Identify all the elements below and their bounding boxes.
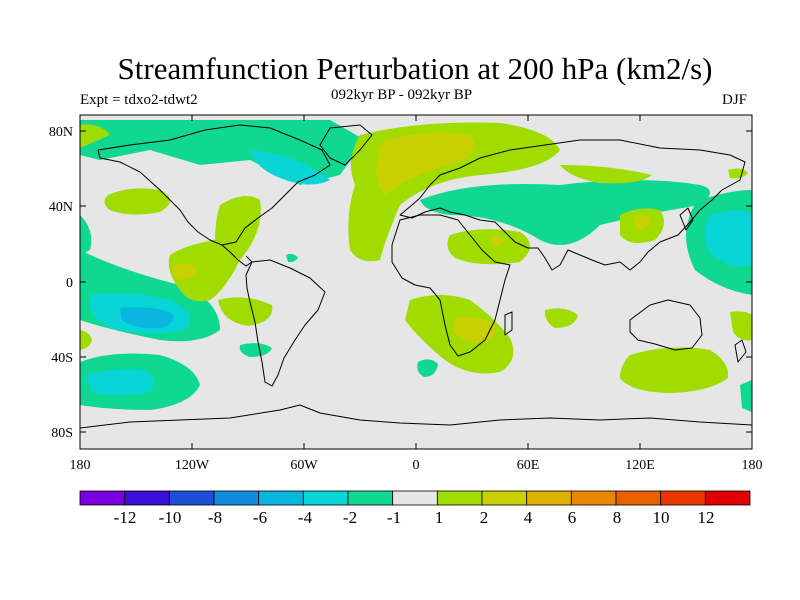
map-field xyxy=(80,115,752,449)
south-america-coast xyxy=(245,259,326,387)
contour-region-neg xyxy=(239,343,272,357)
colorbar-label: 1 xyxy=(435,508,444,527)
lon-label: 180 xyxy=(70,458,91,473)
colorbar-label: -8 xyxy=(208,508,222,527)
japan-coast xyxy=(679,207,694,231)
lat-label: 40S xyxy=(51,351,73,366)
colorbar-label: -2 xyxy=(343,508,357,527)
lon-label: 120W xyxy=(175,458,210,473)
colorbar-label: 8 xyxy=(613,508,622,527)
colorbar-swatch xyxy=(302,490,349,506)
colorbar-swatch xyxy=(704,490,751,506)
contour-region-pos xyxy=(620,347,729,393)
colorbar-labels: -12 -10 -8 -6 -4 -2 -1 1 2 4 6 8 10 12 xyxy=(114,508,715,527)
contour-region-neg xyxy=(80,215,92,255)
lon-label: 60E xyxy=(517,458,540,473)
lat-label: 80N xyxy=(49,125,73,140)
contour-region-pos xyxy=(560,165,652,184)
plot-subtitle: 092kyr BP - 092kyr BP xyxy=(331,87,473,103)
colorbar-swatch xyxy=(526,490,572,506)
colorbar-swatch xyxy=(168,490,215,506)
antarctica-coast xyxy=(80,404,752,429)
africa-coast xyxy=(391,214,511,357)
central-america-coast xyxy=(221,244,253,267)
experiment-label: Expt = tdxo2-tdwt2 xyxy=(80,92,198,108)
contour-region-neg xyxy=(420,180,710,245)
contour-region-pos xyxy=(633,215,652,230)
colorbar-label: 10 xyxy=(653,508,670,527)
colorbar-swatch xyxy=(213,490,260,506)
contour-region-pos xyxy=(447,229,530,265)
contour-region-pos xyxy=(218,297,273,326)
contour-region-neg xyxy=(286,254,298,263)
colorbar-swatch xyxy=(436,490,483,506)
contour-region-pos xyxy=(376,132,475,195)
contour-region-neg xyxy=(250,150,330,185)
lon-label: 120E xyxy=(625,458,655,473)
colorbar-label: -4 xyxy=(298,508,313,527)
madagascar-coast xyxy=(504,311,513,336)
plot-title: Streamfunction Perturbation at 200 hPa (… xyxy=(117,51,713,86)
colorbar-label: 4 xyxy=(524,508,533,527)
season-label: DJF xyxy=(722,92,748,108)
contour-region-pos xyxy=(171,263,198,280)
colorbar-swatch xyxy=(660,490,706,506)
colorbar-label: -12 xyxy=(114,508,137,527)
eurasia-coast xyxy=(399,139,746,271)
contour-region-neg xyxy=(120,307,174,329)
colorbar-swatch xyxy=(481,490,528,506)
contour-region-pos xyxy=(453,316,496,344)
new-zealand-coast xyxy=(734,339,747,363)
lon-label: 180 xyxy=(742,458,763,473)
colorbar xyxy=(79,490,751,506)
lon-label: 0 xyxy=(413,458,420,473)
greenland-coast xyxy=(319,124,373,166)
lat-label: 40N xyxy=(49,200,73,215)
contour-region-neg xyxy=(704,210,752,267)
contour-region-neg xyxy=(740,380,752,412)
lat-label: 0 xyxy=(66,276,73,291)
contour-region-neg xyxy=(85,369,154,395)
contour-region-pos xyxy=(544,308,578,328)
contour-region-pos xyxy=(80,124,110,148)
colorbar-swatch xyxy=(124,490,170,506)
contour-region-pos xyxy=(80,330,92,350)
colorbar-swatch xyxy=(79,490,126,506)
colorbar-label: 12 xyxy=(698,508,715,527)
contour-region-pos xyxy=(730,311,752,341)
contour-region-neg xyxy=(417,359,438,377)
colorbar-label: -6 xyxy=(253,508,267,527)
north-america-coast xyxy=(97,124,331,246)
coastlines xyxy=(80,124,752,429)
axis-ticks xyxy=(79,115,753,449)
colorbar-label: 6 xyxy=(568,508,577,527)
colorbar-label: -10 xyxy=(159,508,182,527)
australia-coast xyxy=(629,299,703,351)
contour-region-pos xyxy=(104,188,170,215)
colorbar-swatch xyxy=(615,490,662,506)
colorbar-swatch xyxy=(258,490,304,506)
colorbar-swatch xyxy=(347,490,394,506)
lon-label: 60W xyxy=(290,458,318,473)
colorbar-label: 2 xyxy=(480,508,489,527)
colorbar-swatch xyxy=(392,490,438,506)
contour-region-pos xyxy=(490,235,505,247)
lat-label: 80S xyxy=(51,426,73,441)
colorbar-label: -1 xyxy=(387,508,401,527)
colorbar-swatch xyxy=(570,490,617,506)
